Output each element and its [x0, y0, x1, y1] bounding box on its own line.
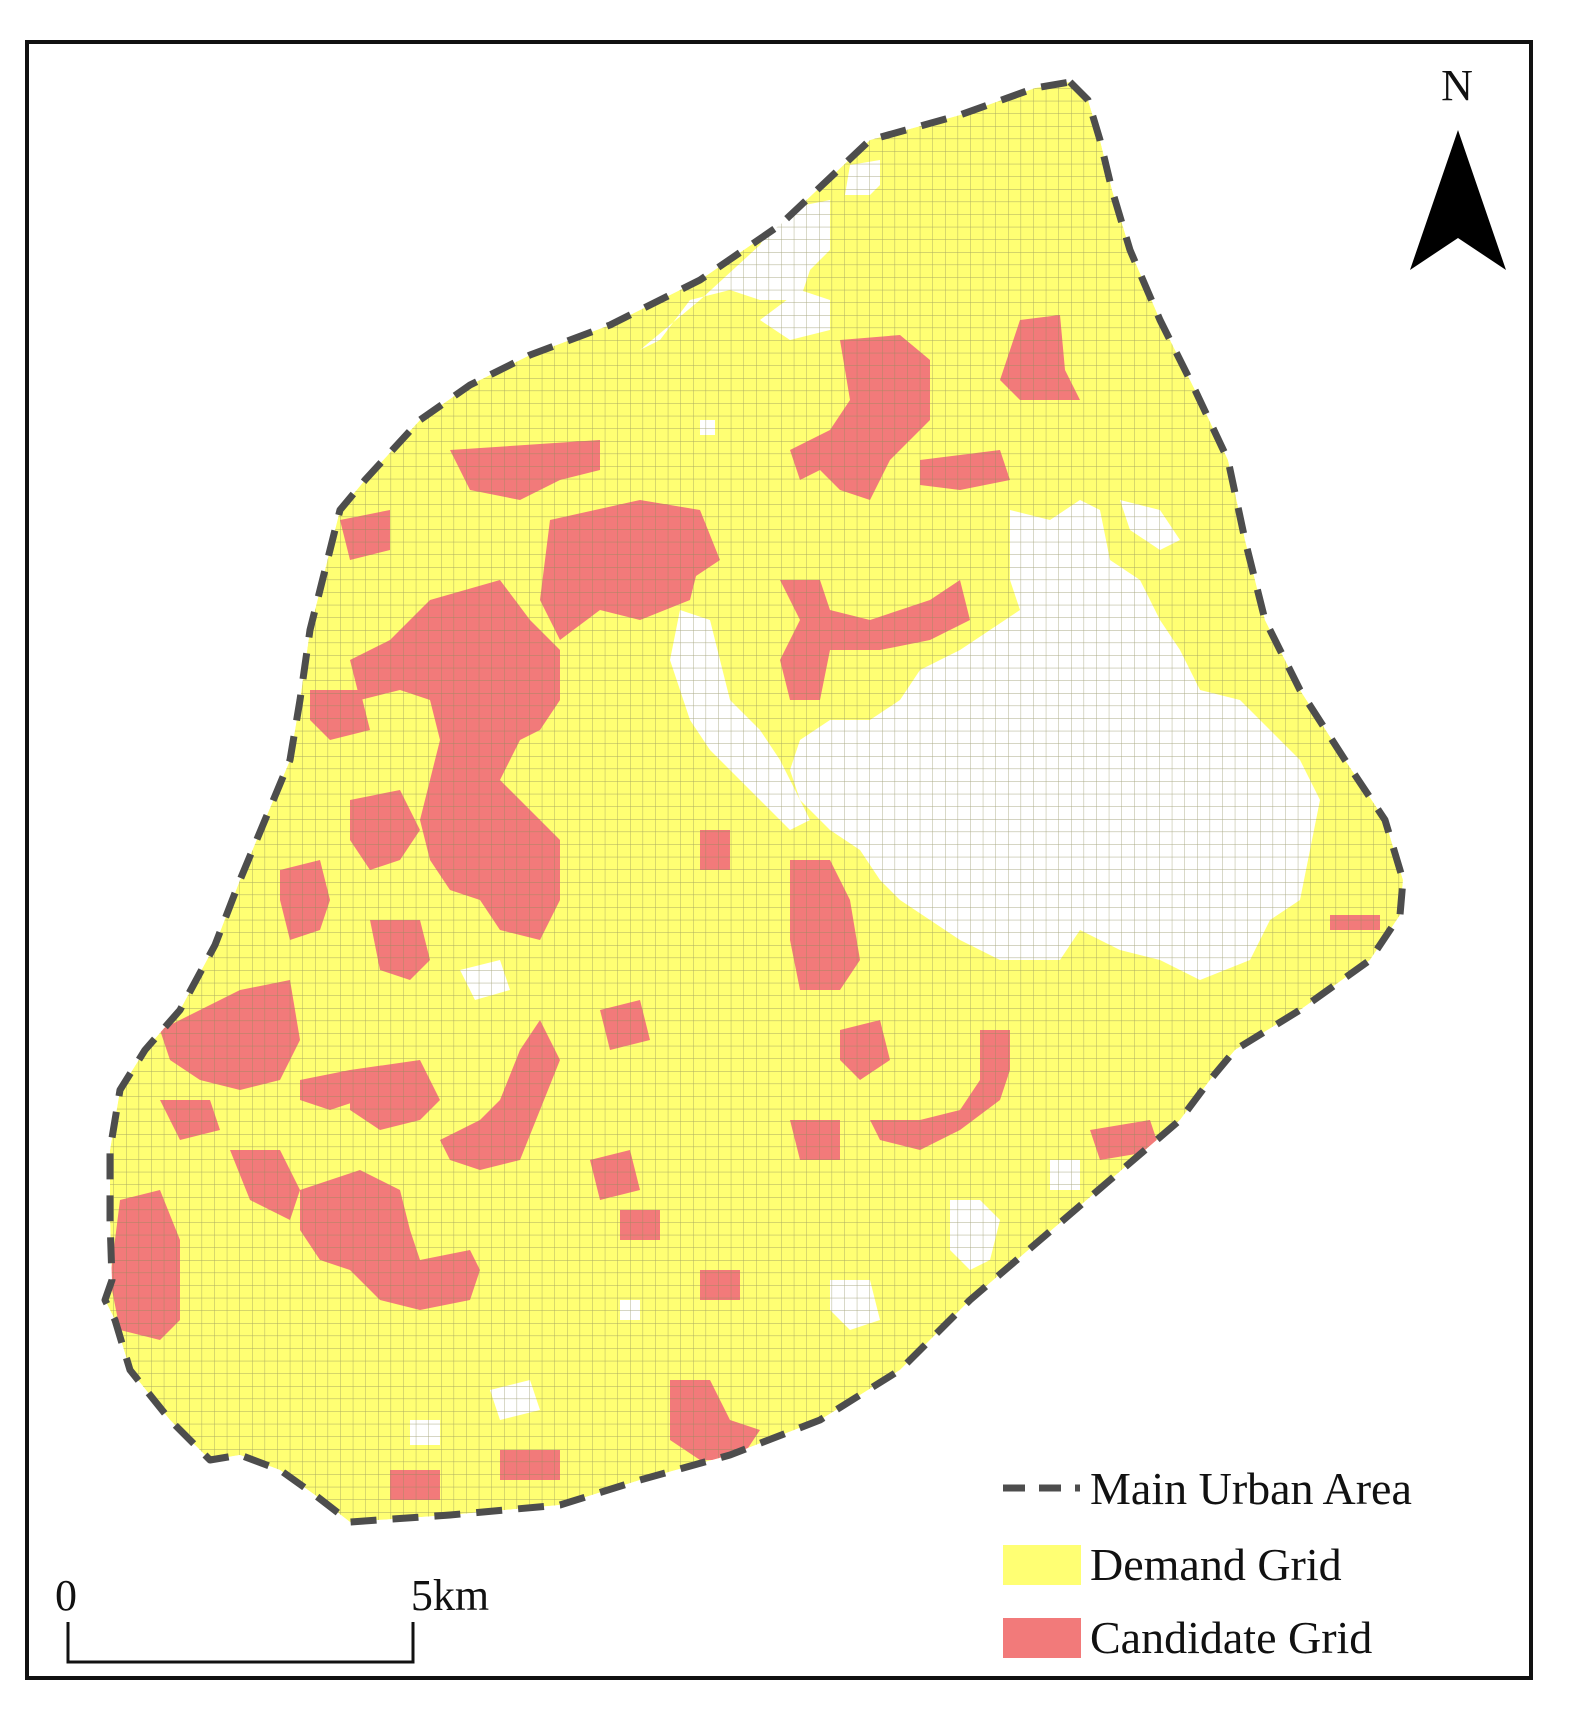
legend-candidate-label: Candidate Grid	[1090, 1612, 1372, 1663]
legend-demand-label: Demand Grid	[1090, 1539, 1342, 1590]
scale-start-label: 0	[55, 1571, 77, 1620]
legend: Main Urban Area Demand Grid Candidate Gr…	[1003, 1463, 1412, 1663]
north-label: N	[1441, 61, 1473, 110]
legend-demand-swatch	[1003, 1545, 1081, 1585]
scale-bar: 0 5km	[55, 1571, 489, 1664]
north-arrow-icon	[1410, 130, 1506, 270]
legend-boundary-label: Main Urban Area	[1090, 1463, 1412, 1514]
main-urban-area-boundary	[101, 78, 1407, 1526]
scale-bar-line	[66, 1622, 415, 1664]
legend-candidate-swatch	[1003, 1618, 1081, 1658]
scale-end-label: 5km	[411, 1571, 489, 1620]
north-arrow: N	[1410, 61, 1506, 270]
